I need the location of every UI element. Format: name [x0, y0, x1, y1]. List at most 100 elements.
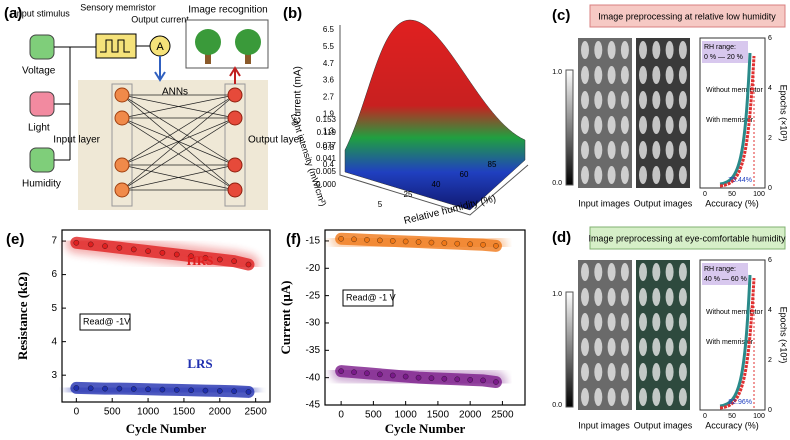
- arrow: [229, 66, 241, 84]
- plot-frame: [61, 229, 271, 403]
- series-label: LRS: [187, 356, 212, 371]
- y-tick-label: -15: [306, 236, 321, 247]
- image-thumb: [639, 141, 647, 159]
- output-layer: Output layer: [248, 135, 303, 146]
- data-point: [159, 386, 166, 393]
- image-thumb: [581, 313, 589, 331]
- data-point: [402, 238, 409, 245]
- tree-crown: [195, 29, 221, 55]
- header-box: [589, 4, 786, 28]
- colorbar-tick: 0.0: [552, 180, 562, 187]
- x-tick-label: 0: [338, 410, 344, 421]
- image-thumb: [678, 91, 687, 109]
- data-point: [441, 375, 448, 382]
- data-point: [428, 239, 435, 246]
- panel-title: Image preprocessing at eye-comfortable h…: [588, 233, 786, 243]
- image-thumb: [620, 313, 629, 331]
- data-point: [188, 253, 194, 259]
- image-thumb: [581, 91, 589, 109]
- layer-box: [111, 83, 133, 207]
- image-thumb: [620, 141, 629, 159]
- y-tick-label: 0.000: [316, 180, 337, 189]
- image-thumb: [665, 91, 674, 109]
- y-tick-label: 0: [768, 407, 772, 414]
- y-tick-label: 6: [768, 35, 772, 42]
- x-axis-label: Cycle Number: [385, 421, 466, 436]
- image-thumb: [594, 41, 603, 59]
- x-tick-label: 500: [104, 407, 121, 418]
- data-point: [202, 255, 209, 261]
- image-thumb: [665, 141, 674, 159]
- tree-crown: [235, 29, 261, 55]
- neuron: [227, 110, 243, 126]
- output-label: Output current: [131, 14, 189, 24]
- data-point: [493, 243, 499, 249]
- x-tick-label: 2000: [459, 410, 482, 421]
- neuron: [114, 87, 130, 103]
- data-point: [159, 250, 166, 256]
- image-thumb: [652, 313, 661, 331]
- image-thumb: [678, 41, 687, 59]
- image-thumb: [581, 338, 589, 356]
- x-axis-label: Accuracy (%): [705, 420, 759, 430]
- range-box: [702, 263, 748, 285]
- accuracy-label: 82.96%: [728, 399, 752, 406]
- z-tick-label: 1.3: [323, 126, 335, 135]
- memristor: [95, 33, 137, 59]
- y-tick-label: -20: [306, 263, 321, 274]
- image-thumb: [581, 116, 589, 134]
- connection: [121, 164, 236, 191]
- y-tick-label: 5: [51, 303, 57, 314]
- image-thumb: [665, 313, 674, 331]
- image-thumb: [594, 363, 603, 381]
- caption: Input images: [578, 420, 630, 430]
- panel-label: (f): [286, 231, 301, 248]
- x-tick-label: 1500: [427, 410, 450, 421]
- image-thumb: [607, 338, 616, 356]
- data-point: [364, 370, 370, 377]
- annotation: Read@ -1 V: [346, 292, 396, 302]
- image-thumb: [639, 363, 647, 381]
- image-thumb: [652, 141, 661, 159]
- image-thumb: [581, 41, 589, 59]
- image-thumb: [639, 166, 647, 184]
- neuron: [227, 87, 243, 103]
- image-thumb: [581, 66, 589, 84]
- image-thumb: [665, 388, 674, 406]
- image-thumb: [665, 166, 674, 184]
- image-thumb: [594, 66, 603, 84]
- connection: [121, 94, 236, 166]
- z-axis-label: Current (mA): [293, 66, 304, 124]
- y-tick-label: -25: [306, 290, 321, 301]
- image-thumb: [639, 66, 647, 84]
- z-tick-label: 2.7: [323, 93, 335, 102]
- data-point: [73, 239, 80, 246]
- x-tick-label: 85: [488, 160, 497, 169]
- data-point: [454, 376, 461, 383]
- neuron: [114, 110, 130, 126]
- connection: [121, 117, 236, 191]
- z-tick-label: 4.7: [323, 59, 335, 68]
- panel-label: (e): [6, 231, 24, 248]
- image-grid: [578, 38, 632, 188]
- image-thumb: [607, 288, 616, 306]
- data-point: [389, 238, 396, 244]
- data-point: [480, 242, 486, 248]
- image-thumb: [581, 388, 589, 406]
- series-label: HRS: [187, 253, 214, 268]
- y-tick-label: 4: [51, 336, 57, 347]
- image-thumb: [581, 288, 589, 306]
- data-point: [467, 241, 473, 247]
- data-point: [130, 386, 137, 392]
- x-tick-label: 2500: [245, 407, 268, 418]
- y-tick-label: 6: [768, 257, 772, 264]
- data-point: [145, 386, 151, 393]
- accuracy-label: 75.44%: [728, 177, 752, 184]
- neuron: [114, 157, 130, 173]
- data-point: [87, 385, 94, 392]
- image-thumb: [652, 41, 661, 59]
- image-thumb: [665, 263, 674, 281]
- axis: [339, 25, 529, 216]
- image-thumb: [594, 313, 603, 331]
- image-thumb: [594, 141, 603, 159]
